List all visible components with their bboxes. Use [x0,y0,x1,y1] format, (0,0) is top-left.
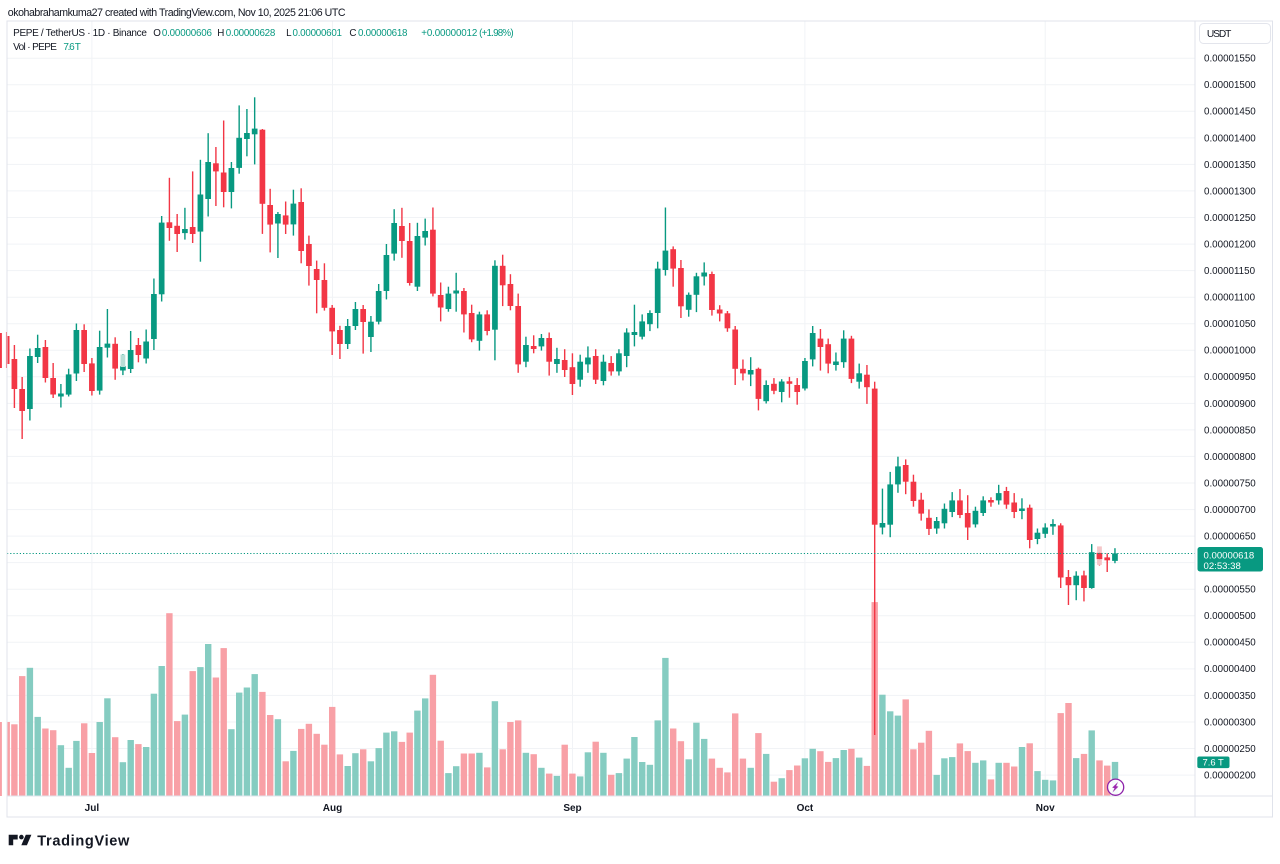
svg-text:0.00001350: 0.00001350 [1204,160,1256,171]
svg-text:0.00000628: 0.00000628 [226,28,276,39]
svg-text:0.00001100: 0.00001100 [1204,293,1256,304]
svg-text:Vol · PEPE: Vol · PEPE [13,42,57,53]
svg-text:0.00000950: 0.00000950 [1204,372,1256,383]
svg-text:0.00001250: 0.00001250 [1204,213,1256,224]
svg-text:0.00001200: 0.00001200 [1204,240,1256,251]
svg-text:0.00000900: 0.00000900 [1204,399,1256,410]
svg-text:0.00000500: 0.00000500 [1204,611,1256,622]
svg-text:7.6 T: 7.6 T [1203,757,1224,768]
svg-text:0.00001550: 0.00001550 [1204,54,1256,65]
svg-text:0.00001400: 0.00001400 [1204,133,1256,144]
svg-text:Jul: Jul [85,803,100,814]
svg-text:0.00000650: 0.00000650 [1204,532,1256,543]
svg-text:0.00000800: 0.00000800 [1204,452,1256,463]
svg-text:Nov: Nov [1036,803,1055,814]
svg-text:(+1.98%): (+1.98%) [479,28,513,39]
svg-text:0.00001000: 0.00001000 [1204,346,1256,357]
svg-text:0.00001050: 0.00001050 [1204,319,1256,330]
svg-text:0.00000250: 0.00000250 [1204,744,1256,755]
svg-text:0.00001450: 0.00001450 [1204,107,1256,118]
svg-text:0.00001150: 0.00001150 [1204,266,1256,277]
svg-text:0.00000750: 0.00000750 [1204,478,1256,489]
svg-text:0.00000400: 0.00000400 [1204,664,1256,675]
svg-text:C: C [349,28,356,39]
svg-text:0.00000850: 0.00000850 [1204,425,1256,436]
svg-text:O: O [153,28,161,39]
svg-text:0.00000450: 0.00000450 [1204,638,1256,649]
svg-text:Oct: Oct [797,803,814,814]
svg-text:02:53:38: 02:53:38 [1204,561,1241,572]
svg-text:0.00000350: 0.00000350 [1204,691,1256,702]
svg-text:0.00000601: 0.00000601 [293,28,343,39]
svg-text:0.00000300: 0.00000300 [1204,717,1256,728]
svg-text:TradingView: TradingView [37,834,130,850]
svg-text:L: L [286,28,292,39]
svg-text:H: H [217,28,224,39]
svg-text:7.6 T: 7.6 T [63,42,81,53]
svg-text:0.00000618: 0.00000618 [1204,550,1255,561]
svg-text:0.00000200: 0.00000200 [1204,771,1256,782]
svg-text:+0.00000012: +0.00000012 [421,28,477,39]
svg-text:0.00000550: 0.00000550 [1204,585,1256,596]
svg-text:okohabrahamkuma27 created with: okohabrahamkuma27 created with TradingVi… [8,7,346,19]
svg-text:0.00000700: 0.00000700 [1204,505,1256,516]
svg-text:0.00000606: 0.00000606 [162,28,213,39]
svg-text:PEPE / TetherUS · 1D · Binance: PEPE / TetherUS · 1D · Binance [13,28,147,39]
svg-text:0.00001500: 0.00001500 [1204,80,1256,91]
svg-text:Sep: Sep [563,803,581,814]
svg-text:0.00001300: 0.00001300 [1204,186,1256,197]
svg-text:USDT: USDT [1207,29,1231,40]
svg-text:0.00000618: 0.00000618 [358,28,408,39]
svg-text:Aug: Aug [323,803,342,814]
